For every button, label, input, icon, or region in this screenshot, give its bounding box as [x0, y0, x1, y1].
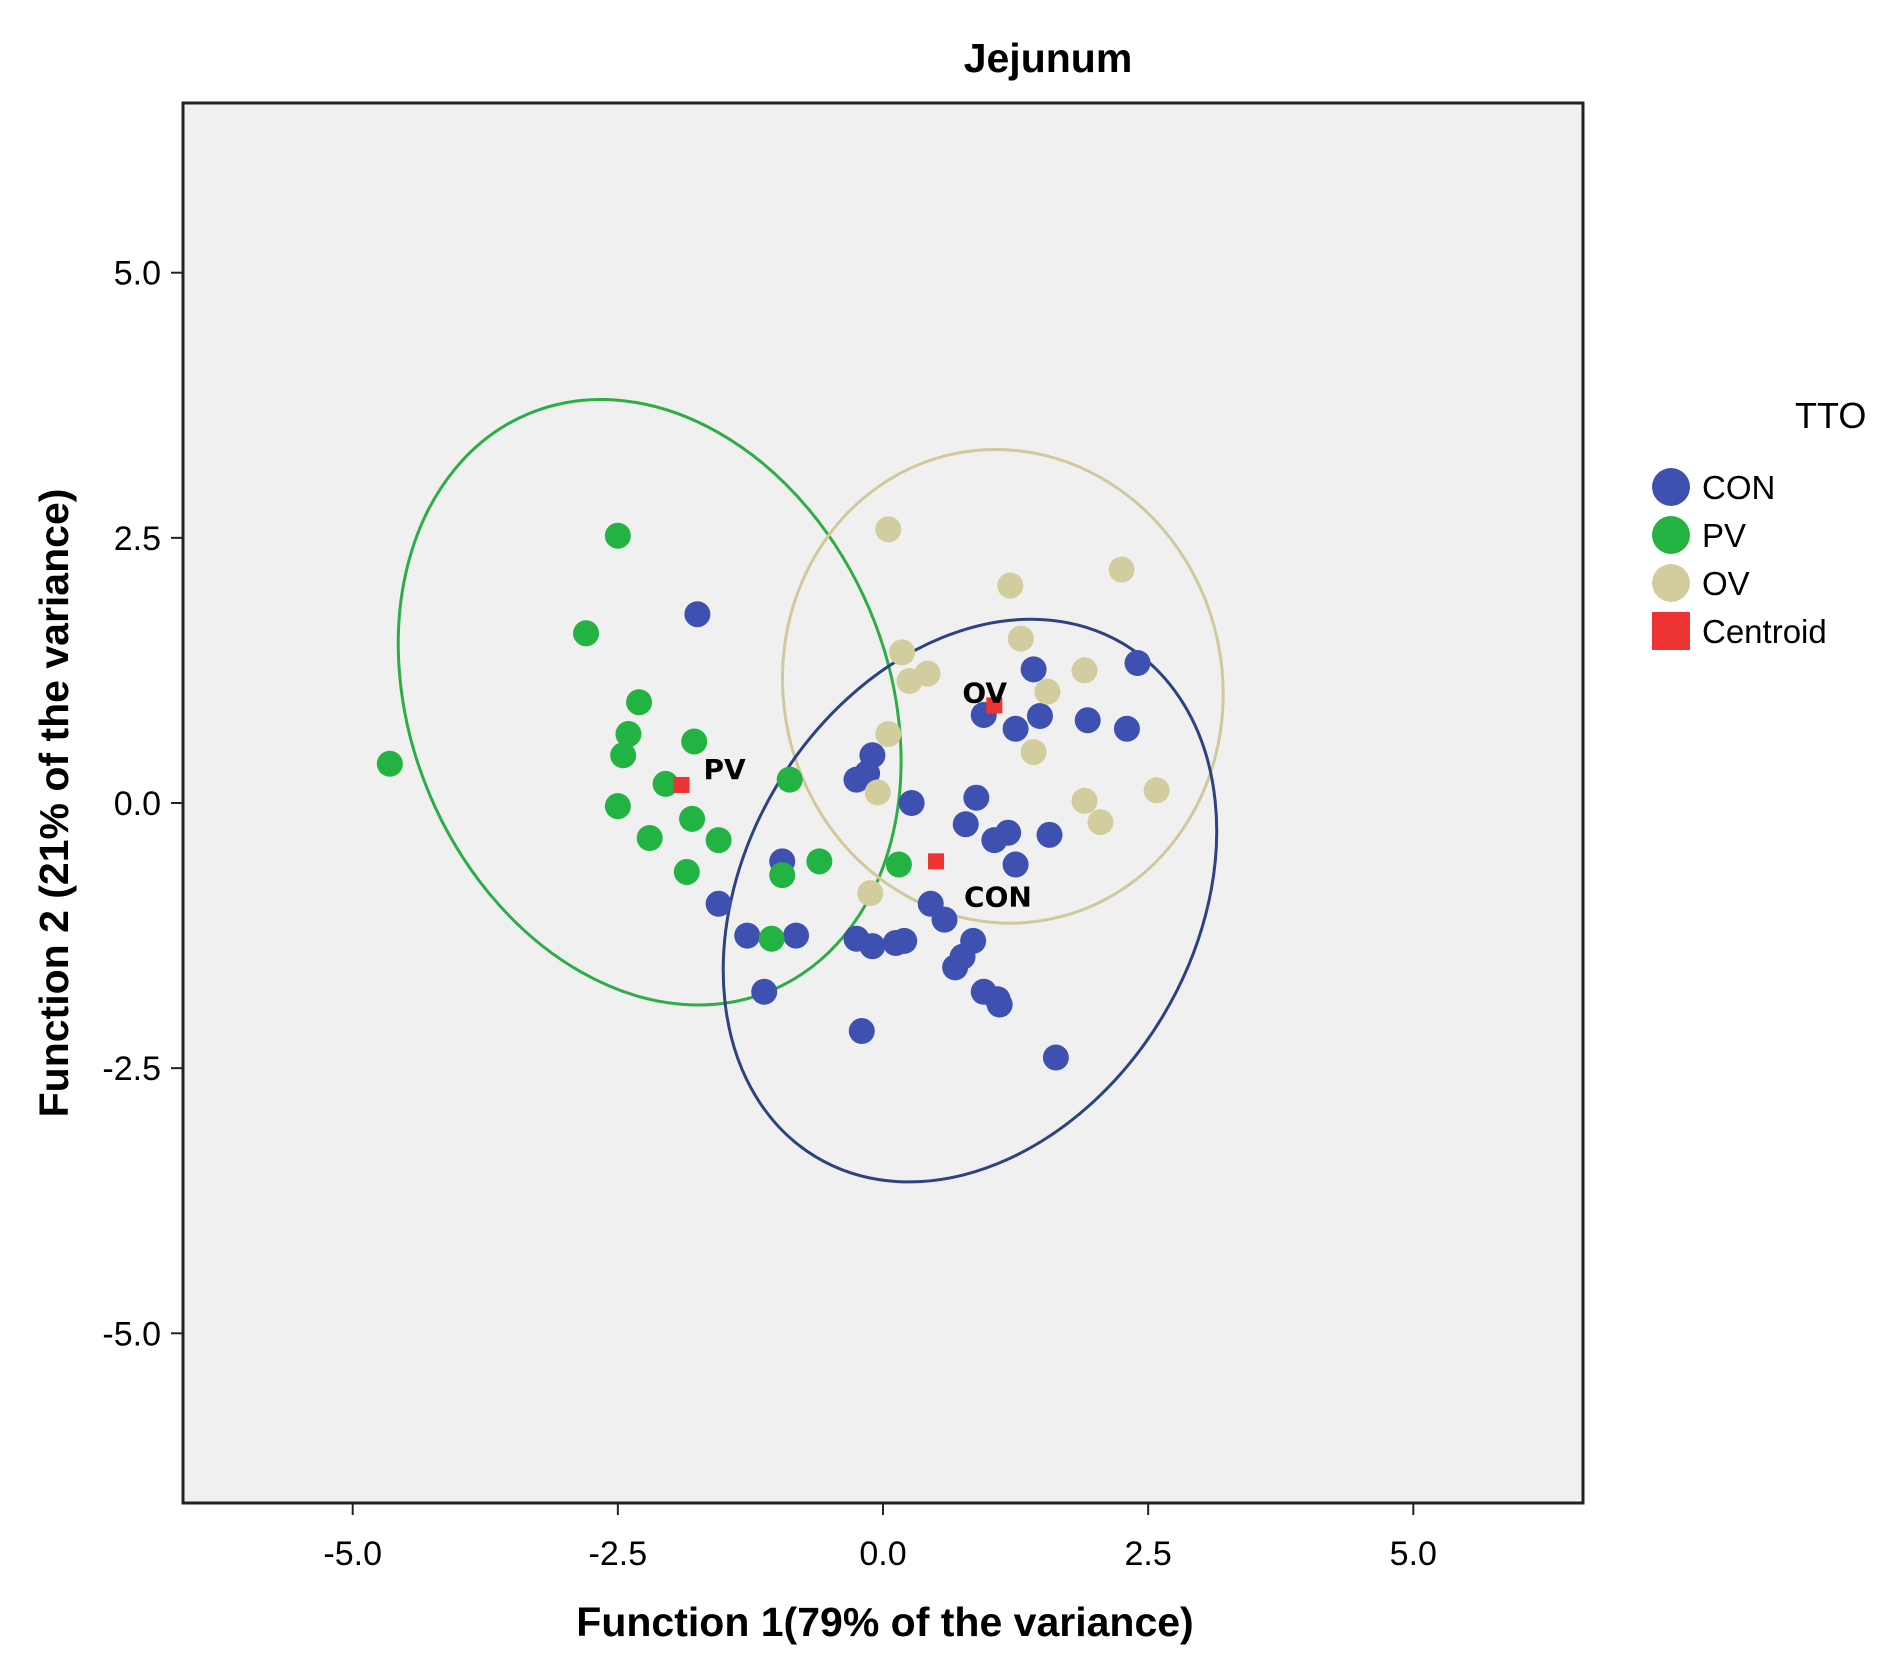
point-con [783, 922, 810, 949]
y-tick-label: 0.0 [114, 785, 161, 823]
point-con [1026, 703, 1053, 730]
point-con [986, 991, 1013, 1018]
point-con [1124, 650, 1151, 676]
centroid-markers: PV OV CON [673, 676, 1032, 913]
point-pv [705, 827, 732, 854]
x-tick-label: 2.5 [1125, 1535, 1172, 1573]
point-con [995, 819, 1022, 846]
point-pv [681, 728, 708, 755]
point-con [1113, 715, 1140, 742]
y-axis: 5.0 2.5 0.0 -2.5 -5.0 [102, 255, 183, 1353]
legend-marker-centroid [1652, 612, 1690, 650]
point-con [891, 927, 918, 954]
point-ov [1087, 809, 1114, 836]
point-con [931, 906, 958, 933]
legend: TTO CON PV OV Centroid [1652, 395, 1866, 650]
point-ov [1007, 625, 1034, 652]
point-ov [875, 721, 902, 748]
point-pv [610, 742, 637, 769]
y-tick-label: -5.0 [102, 1315, 161, 1353]
legend-title: TTO [1795, 395, 1866, 436]
point-pv [758, 925, 785, 952]
point-con [848, 1018, 875, 1045]
centroid-label-pv: PV [703, 753, 746, 786]
y-tick-label: 2.5 [114, 520, 161, 558]
point-ov [864, 779, 891, 806]
centroid-label-con: CON [964, 880, 1032, 913]
ellipse-con [721, 617, 1219, 1184]
point-con [1020, 656, 1047, 683]
point-con [1042, 1044, 1069, 1071]
point-pv [652, 770, 679, 797]
point-con [734, 922, 761, 949]
point-con [859, 933, 886, 960]
point-ov [997, 572, 1024, 599]
x-tick-label: -5.0 [323, 1535, 382, 1573]
point-ov [1071, 657, 1098, 684]
legend-label-ov: OV [1702, 565, 1750, 602]
y-axis-title: Function 2 (21% of the variance) [31, 489, 77, 1118]
x-tick-label: 5.0 [1390, 1535, 1437, 1573]
point-pv [615, 721, 642, 748]
point-pv [673, 858, 700, 885]
point-pv [679, 805, 706, 832]
chart-title: Jejunum [964, 35, 1133, 81]
point-con [1002, 851, 1029, 878]
ellipse-ov [780, 448, 1225, 925]
data-points [376, 516, 1170, 1071]
point-con [751, 978, 778, 1005]
point-ov [1143, 777, 1170, 804]
point-con [843, 766, 870, 793]
x-tick-label: -2.5 [589, 1535, 648, 1573]
point-ov [1071, 787, 1098, 814]
x-axis: -5.0 -2.5 0.0 2.5 5.0 [323, 1503, 1437, 1573]
centroid-ov [986, 697, 1003, 714]
point-ov [1108, 556, 1135, 583]
x-tick-label: 0.0 [859, 1535, 906, 1573]
centroid-pv [673, 776, 690, 793]
point-ov [1034, 678, 1061, 705]
legend-marker-ov [1652, 564, 1690, 602]
point-ov [889, 639, 916, 666]
point-con [1036, 821, 1063, 848]
point-pv [806, 848, 833, 875]
point-con [952, 811, 979, 838]
point-pv [776, 766, 803, 793]
point-con [942, 954, 969, 981]
point-con [963, 784, 990, 811]
legend-label-con: CON [1702, 469, 1775, 506]
y-tick-label: -2.5 [102, 1050, 161, 1088]
point-ov [875, 516, 902, 543]
point-con [684, 601, 711, 628]
legend-label-pv: PV [1702, 517, 1746, 554]
point-con [1002, 715, 1029, 742]
point-pv [885, 851, 912, 878]
centroid-label-ov: OV [962, 676, 1007, 709]
point-con [898, 790, 925, 816]
point-ov [1020, 739, 1047, 766]
point-ov [896, 668, 923, 695]
point-pv [769, 862, 796, 889]
x-axis-title: Function 1(79% of the variance) [576, 1599, 1193, 1645]
point-pv [573, 620, 600, 647]
point-pv [626, 689, 653, 716]
legend-marker-con [1652, 468, 1690, 506]
point-pv [376, 750, 403, 777]
point-con [1074, 707, 1101, 734]
point-pv [636, 825, 663, 851]
centroid-con [928, 853, 945, 870]
legend-label-centroid: Centroid [1702, 613, 1827, 650]
legend-marker-pv [1652, 516, 1690, 554]
point-pv [604, 793, 631, 820]
y-tick-label: 5.0 [114, 255, 161, 293]
point-pv [604, 522, 631, 549]
point-ov [857, 880, 884, 907]
point-con [705, 890, 732, 917]
